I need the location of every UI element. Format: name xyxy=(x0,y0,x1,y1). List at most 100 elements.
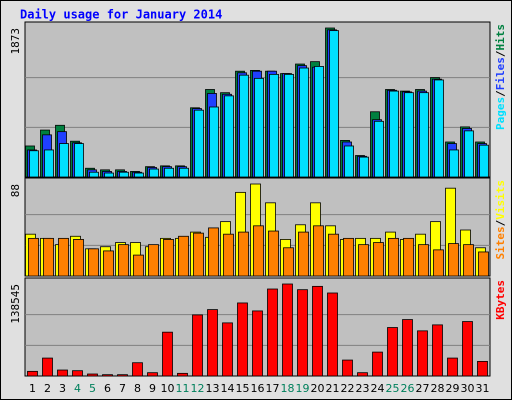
bar xyxy=(27,370,38,377)
bar xyxy=(209,106,219,178)
bar xyxy=(267,288,278,377)
bar xyxy=(479,144,489,178)
bar xyxy=(164,167,174,178)
bar xyxy=(434,79,444,178)
x-tick-label: 31 xyxy=(476,382,490,395)
bar xyxy=(57,369,68,377)
x-tick-label: 9 xyxy=(149,382,156,395)
x-tick-label: 22 xyxy=(341,382,355,395)
legend-entry: Hits xyxy=(494,24,507,51)
bar xyxy=(117,374,128,377)
bar xyxy=(432,324,443,377)
bar xyxy=(359,156,369,178)
legend-entry: Files xyxy=(494,57,507,90)
x-tick-label: 26 xyxy=(401,382,415,395)
bar xyxy=(29,150,39,178)
bar xyxy=(372,351,383,377)
bar xyxy=(388,237,399,277)
bar xyxy=(343,237,354,277)
x-tick-label: 5 xyxy=(89,382,96,395)
legend: Pages/Files/Hits xyxy=(494,24,507,130)
bar xyxy=(358,244,369,277)
x-tick-label: 27 xyxy=(416,382,430,395)
bar xyxy=(404,92,414,178)
bar xyxy=(402,319,413,377)
bar xyxy=(403,237,414,277)
x-tick-label: 29 xyxy=(446,382,460,395)
bar xyxy=(433,249,444,277)
x-tick-label: 19 xyxy=(296,382,310,395)
bar xyxy=(224,95,234,178)
x-tick-label: 23 xyxy=(356,382,370,395)
x-tick-label: 10 xyxy=(161,382,175,395)
bar xyxy=(102,374,113,377)
bar xyxy=(342,359,353,377)
bar xyxy=(268,230,279,277)
x-tick-label: 14 xyxy=(221,382,235,395)
bar xyxy=(208,227,219,277)
x-tick-label: 4 xyxy=(74,382,81,395)
x-tick-label: 1 xyxy=(29,382,36,395)
legend: Sites/Visits xyxy=(494,180,507,260)
bar xyxy=(299,67,309,178)
y-tick-label: 138545 xyxy=(9,284,22,324)
x-tick-label: 20 xyxy=(311,382,325,395)
bar xyxy=(73,239,84,277)
bar xyxy=(253,225,264,277)
bar xyxy=(477,360,488,377)
bar xyxy=(238,231,249,277)
x-tick-label: 11 xyxy=(176,382,190,395)
bar xyxy=(373,242,384,277)
bar xyxy=(147,372,158,377)
bar xyxy=(419,92,429,178)
x-tick-label: 28 xyxy=(431,382,445,395)
bar xyxy=(478,251,489,277)
legend: KBytes xyxy=(494,280,507,320)
bar xyxy=(193,232,204,277)
bar xyxy=(283,247,294,277)
bar xyxy=(222,322,233,377)
bar xyxy=(89,171,99,178)
y-tick-label: 88 xyxy=(9,184,22,197)
bar xyxy=(28,237,39,277)
bar xyxy=(329,30,339,178)
bar xyxy=(418,244,429,277)
bar xyxy=(192,314,203,377)
x-tick-label: 3 xyxy=(59,382,66,395)
bar xyxy=(72,370,83,377)
legend-separator: / xyxy=(494,219,507,226)
x-tick-label: 18 xyxy=(281,382,295,395)
bar xyxy=(298,231,309,277)
bar xyxy=(134,172,144,178)
x-tick-label: 15 xyxy=(236,382,250,395)
bar xyxy=(374,120,384,178)
bar xyxy=(132,362,143,377)
chart-title: Daily usage for January 2014 xyxy=(20,8,222,22)
bar xyxy=(239,74,249,178)
x-tick-label: 17 xyxy=(266,382,280,395)
bar xyxy=(463,244,474,277)
bar xyxy=(58,237,69,277)
bar xyxy=(282,283,293,377)
bar xyxy=(163,239,174,277)
bar xyxy=(389,90,399,178)
x-tick-label: 16 xyxy=(251,382,265,395)
bar xyxy=(313,225,324,277)
bar xyxy=(448,243,459,277)
bar xyxy=(149,168,159,178)
bar xyxy=(462,321,473,377)
bar xyxy=(344,145,354,178)
x-tick-label: 7 xyxy=(119,382,126,395)
bar xyxy=(133,254,144,277)
x-tick-label: 12 xyxy=(191,382,205,395)
bar xyxy=(449,149,459,178)
bar xyxy=(207,309,218,377)
bar xyxy=(194,109,204,178)
bar xyxy=(88,248,99,277)
bar xyxy=(417,330,428,377)
legend-entry: Visits xyxy=(494,180,507,220)
legend-entry: Sites xyxy=(494,226,507,259)
bar xyxy=(387,327,398,377)
legend-entry: Pages xyxy=(494,97,507,130)
